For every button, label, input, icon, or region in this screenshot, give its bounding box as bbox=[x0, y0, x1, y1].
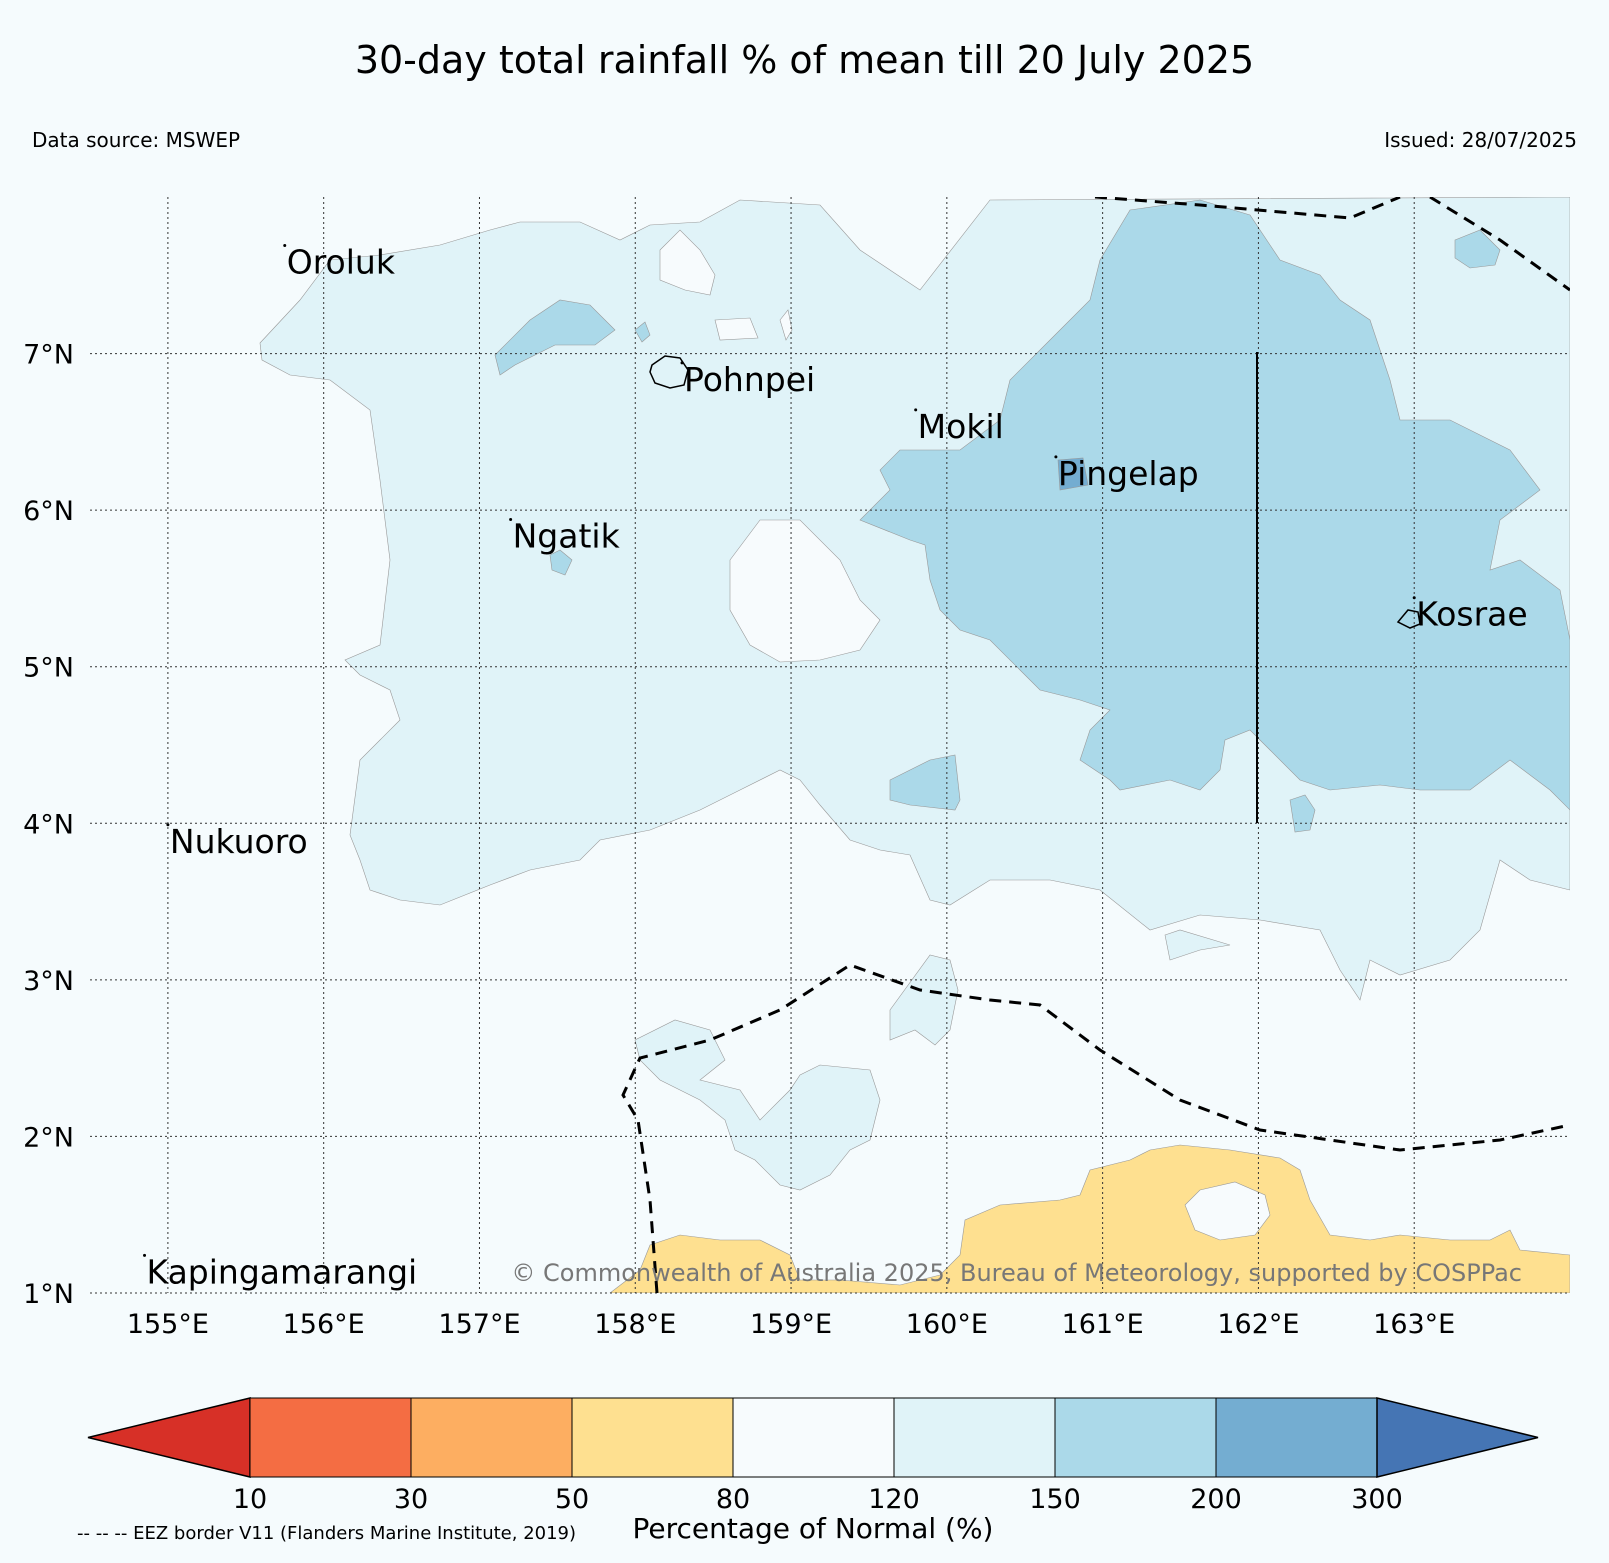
region-80-120 bbox=[729, 519, 881, 663]
data-source-label: Data source: MSWEP bbox=[32, 128, 241, 152]
colorbar-tick-label: 30 bbox=[394, 1484, 428, 1515]
lon-tick-label: 162°E bbox=[1217, 1309, 1299, 1340]
eez-legend-note: -- -- -- EEZ border V11 (Flanders Marine… bbox=[77, 1523, 577, 1544]
colorbar-segment bbox=[249, 1397, 412, 1478]
lon-tick-label: 160°E bbox=[906, 1309, 988, 1340]
lat-tick-label: 5°N bbox=[23, 653, 74, 684]
place-label: Mokil bbox=[918, 407, 1004, 446]
place-marker bbox=[1412, 596, 1416, 600]
issued-date-label: Issued: 28/07/2025 bbox=[1384, 128, 1577, 152]
colorbar-label: Percentage of Normal (%) bbox=[633, 1512, 994, 1545]
place-label: Kapingamarangi bbox=[147, 1252, 418, 1291]
island-outlines bbox=[649, 355, 1421, 629]
region-150-200 bbox=[634, 321, 651, 343]
eez-border bbox=[621, 197, 1570, 1293]
colorbar-segment bbox=[571, 1397, 734, 1478]
pohnpei-outline bbox=[649, 355, 689, 389]
lon-tick-label: 158°E bbox=[594, 1309, 676, 1340]
lat-tick-label: 2°N bbox=[23, 1122, 74, 1153]
map-title: 30-day total rainfall % of mean till 20 … bbox=[354, 38, 1255, 82]
lat-tick-label: 6°N bbox=[23, 496, 74, 527]
region-150-200 bbox=[1289, 794, 1316, 833]
region-80-120 bbox=[714, 317, 759, 341]
region-80-120 bbox=[659, 229, 716, 296]
colorbar-tick-label: 200 bbox=[1190, 1484, 1242, 1515]
lat-tick-label: 4°N bbox=[23, 809, 74, 840]
region-150-200 bbox=[1454, 229, 1501, 269]
place-marker bbox=[914, 408, 918, 412]
region-150-200 bbox=[494, 299, 616, 376]
lon-tick-label: 157°E bbox=[438, 1309, 520, 1340]
axis-labels: 155°E 156°E 157°E 158°E 159°E 160°E 161°E 162°E… bbox=[23, 340, 1455, 1340]
region-80-120 bbox=[779, 309, 793, 341]
place-label: Kosrae bbox=[1416, 595, 1527, 634]
place-label: Pingelap bbox=[1058, 454, 1199, 493]
place-label: Oroluk bbox=[287, 242, 396, 281]
rainfall-fill-layer bbox=[259, 197, 1570, 1293]
region-150-200 bbox=[859, 199, 1570, 811]
place-marker bbox=[166, 823, 170, 827]
place-marker bbox=[1054, 455, 1058, 459]
copyright-text: © Commonwealth of Australia 2025, Bureau… bbox=[511, 1259, 1522, 1287]
colorbar-extend-low bbox=[87, 1397, 251, 1478]
colorbar-segment bbox=[893, 1397, 1056, 1478]
region-150-200 bbox=[549, 549, 573, 576]
eez-border-line bbox=[621, 963, 1570, 1293]
lon-tick-label: 159°E bbox=[750, 1309, 832, 1340]
colorbar-tick-label: 150 bbox=[1029, 1484, 1081, 1515]
lon-tick-label: 156°E bbox=[283, 1309, 365, 1340]
region-80-120 bbox=[1184, 1181, 1271, 1241]
place-marker bbox=[509, 517, 513, 521]
colorbar-tick-label: 50 bbox=[555, 1484, 589, 1515]
place-label: Ngatik bbox=[513, 516, 621, 555]
place-marker bbox=[680, 361, 684, 365]
lon-tick-label: 163°E bbox=[1373, 1309, 1455, 1340]
region-50-80 bbox=[1168, 1198, 1180, 1218]
lat-tick-label: 7°N bbox=[23, 340, 74, 371]
place-marker bbox=[143, 1253, 147, 1257]
region-200-300 bbox=[1057, 457, 1089, 491]
colorbar-tick-label: 300 bbox=[1351, 1484, 1403, 1515]
region-120-150 bbox=[889, 954, 959, 1046]
colorbar-segment bbox=[410, 1397, 573, 1478]
lat-tick-label: 3°N bbox=[23, 966, 74, 997]
lon-tick-label: 161°E bbox=[1062, 1309, 1144, 1340]
colorbar-tick-label: 120 bbox=[868, 1484, 920, 1515]
colorbar-extend-high bbox=[1376, 1397, 1539, 1478]
map-gridlines bbox=[90, 197, 1570, 1294]
colorbar-segment bbox=[732, 1397, 895, 1478]
region-120-150 bbox=[634, 1019, 881, 1191]
colorbar: 10 30 50 80 120 150 200 300 bbox=[87, 1397, 1539, 1515]
place-labels: Oroluk Pohnpei Mokil Pingelap Ngatik Kosrae Nu… bbox=[143, 242, 1528, 1291]
place-label: Pohnpei bbox=[684, 360, 815, 399]
place-label: Nukuoro bbox=[170, 822, 308, 861]
eez-border-line bbox=[1429, 197, 1570, 292]
region-50-80 bbox=[609, 1144, 1570, 1293]
lon-tick-label: 155°E bbox=[127, 1309, 209, 1340]
lat-tick-label: 1°N bbox=[23, 1279, 74, 1310]
colorbar-segment bbox=[1054, 1397, 1217, 1478]
place-marker bbox=[283, 243, 287, 247]
region-120-150 bbox=[1164, 929, 1231, 961]
eez-border-line bbox=[1094, 197, 1401, 220]
colorbar-segment bbox=[1215, 1397, 1378, 1478]
colorbar-tick-label: 80 bbox=[716, 1484, 750, 1515]
kosrae-outline bbox=[1396, 609, 1421, 629]
region-150-200 bbox=[889, 754, 961, 811]
colorbar-tick-label: 10 bbox=[233, 1484, 267, 1515]
